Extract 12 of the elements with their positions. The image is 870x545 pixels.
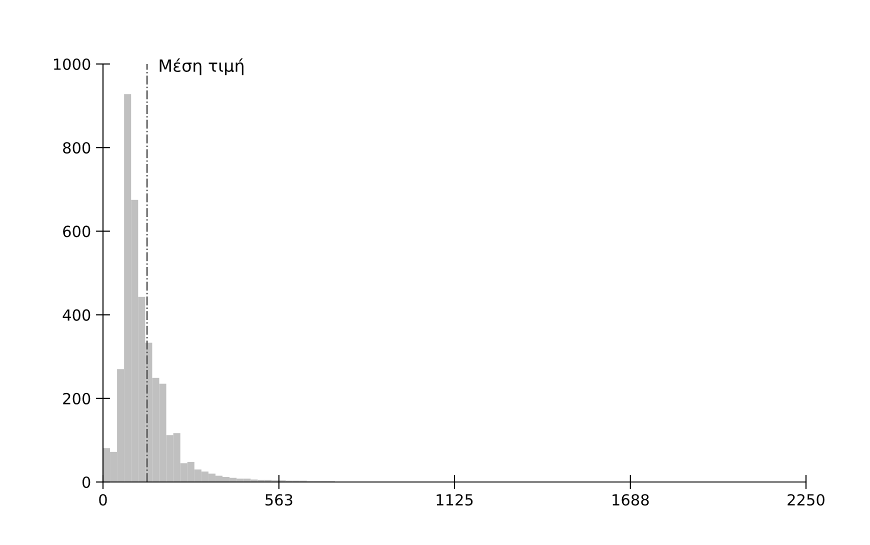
x-tick-label: 2250 <box>788 494 824 506</box>
y-tick-label: 800 <box>63 142 90 154</box>
y-tick-label: 600 <box>63 226 90 238</box>
y-tick-label: 200 <box>63 392 90 404</box>
x-tick-label: 1688 <box>612 494 649 506</box>
y-tick-label: 1000 <box>54 58 90 70</box>
y-tick-label: 0 <box>82 476 90 488</box>
y-tick-label: 400 <box>62 309 90 321</box>
ref-line-label: Μέση τιμή <box>160 58 244 76</box>
x-tick-label: 0 <box>99 494 107 506</box>
x-tick-label: 1125 <box>436 494 473 506</box>
x-tick-label: 563 <box>266 494 292 506</box>
